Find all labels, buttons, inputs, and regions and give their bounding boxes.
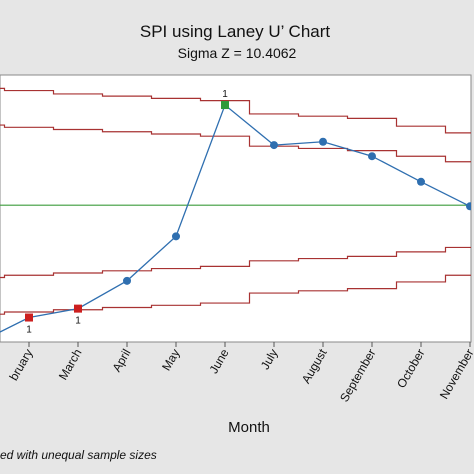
data-point — [417, 177, 425, 186]
control-limits — [0, 87, 471, 315]
lower-control-limit-outer — [0, 274, 471, 315]
test-failure-label: 1 — [75, 316, 81, 327]
lower-control-limit-inner — [0, 246, 471, 279]
data-point — [319, 137, 327, 146]
chart-title: SPI using Laney U’ Chart — [140, 22, 331, 41]
data-point — [172, 232, 180, 241]
data-point — [368, 152, 376, 161]
chart-subtitle: Sigma Z = 10.4062 — [178, 45, 297, 61]
upper-control-limit-outer — [0, 87, 471, 134]
data-series: 1 1 1 — [0, 89, 471, 336]
data-point-flagged — [25, 313, 33, 322]
upper-control-limit-inner — [0, 124, 471, 163]
data-point — [270, 141, 278, 150]
data-point — [123, 276, 131, 285]
data-point-flagged — [221, 101, 229, 110]
data-point — [466, 202, 471, 211]
footnote: ed with unequal sample sizes — [0, 448, 157, 462]
test-failure-label: 1 — [26, 325, 32, 336]
data-point-flagged — [74, 304, 82, 313]
test-failure-label: 1 — [222, 89, 228, 100]
x-axis-title: Month — [228, 419, 270, 436]
plot-area — [0, 74, 472, 343]
